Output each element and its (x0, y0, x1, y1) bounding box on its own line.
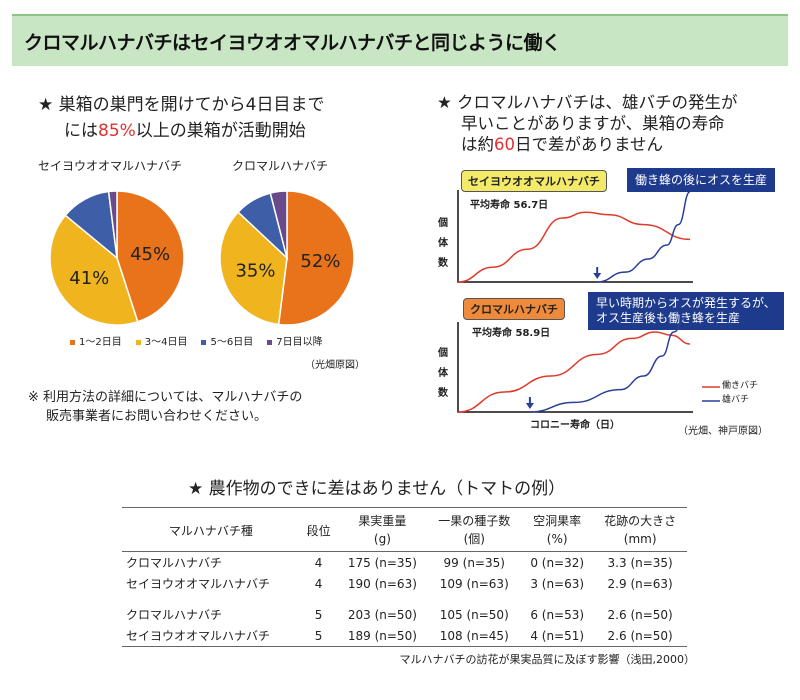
pie-label: 41% (69, 268, 109, 289)
table-cell: 3.3 (n=35) (607, 555, 673, 570)
male-line (597, 191, 691, 283)
chart2-lifespan: 平均寿命 58.9日 (472, 328, 551, 339)
pie-slice (269, 190, 288, 259)
page-title: クロマルハナバチはセイヨウオオマルハナバチと同じように働く (24, 32, 561, 54)
chart2-species-label: クロマルハナバチ (463, 298, 565, 320)
left-heading-line2: には85%以上の巣箱が活動開始 (38, 118, 324, 144)
legend-item: 3～4日目 (135, 333, 187, 348)
table-cell: 99 (n=35) (443, 555, 505, 570)
table-cell: 2.6 (n=50) (607, 607, 673, 622)
table-cell: セイヨウオオマルハナバチ (126, 629, 271, 643)
table-cell: 3 (n=63) (530, 576, 585, 591)
table-cell: クロマルハナバチ (126, 608, 223, 622)
usage-note: ※ 利用方法の詳細については、マルハナバチの 販売事業者にお問い合わせください。 (28, 388, 302, 426)
table-block: マルハナバチ種 段位 果実重量 (g) 一果の種子数 (個) 空洞果率 (%) 花跡の大きさ (m… (122, 507, 695, 667)
left-heading-line1: ★ 巣箱の巣門を開けてから4日目まで (38, 95, 325, 115)
chart1-callout: 働き蜂の後にオスを生産 (627, 168, 776, 192)
table-cell: 203 (n=50) (347, 607, 417, 622)
table-cell: 108 (n=45) (439, 628, 509, 643)
table-header: 花跡の大きさ (mm) (604, 514, 677, 546)
table-cell: 0 (n=32) (530, 555, 585, 570)
table-header: マルハナバチ種 (168, 524, 253, 538)
right-heading-line1: ★ クロマルハナバチは、雄バチの発生が (437, 93, 738, 112)
table-row: セイヨウオオマルハナバチ 5 189 (n=50) 108 (n=45) 4 (n=51… (122, 625, 687, 647)
table-cell: 2.6 (n=50) (607, 628, 673, 643)
worker-line (457, 211, 691, 283)
male-line (529, 316, 686, 413)
text: には (64, 121, 98, 141)
pie-slice (107, 190, 118, 259)
table-row: セイヨウオオマルハナバチ 4 190 (n=63) 109 (n=63) 3 (n=63… (122, 573, 687, 599)
pie-label: 52% (300, 251, 340, 272)
table-cell: クロマルハナバチ (126, 556, 223, 570)
note-line2: 販売事業者にお問い合わせください。 (46, 409, 268, 424)
left-heading: ★ 巣箱の巣門を開けてから4日目まで には85%以上の巣箱が活動開始 (38, 92, 324, 144)
table-row: クロマルハナバチ 4 175 (n=35) 99 (n=35) 0 (n=32) 3.3 … (122, 552, 687, 574)
text: は約 (461, 135, 494, 154)
line-legend-male: 雄バチ (722, 395, 750, 405)
left-source: （光畑原図） (305, 360, 365, 371)
table-row: クロマルハナバチ 5 203 (n=50) 105 (n=50) 6 (n=53) 2.6… (122, 599, 687, 625)
pie-slice (49, 214, 139, 326)
table-cell: 189 (n=50) (347, 628, 417, 643)
table-header: 段位 (306, 524, 331, 538)
line-charts (457, 190, 720, 413)
legend-item: 7日目以降 (267, 333, 323, 348)
header-banner: クロマルハナバチはセイヨウオオマルハナバチと同じように働く (12, 14, 788, 66)
table-cell: 190 (n=63) (347, 576, 417, 591)
axes (457, 190, 693, 283)
axes (457, 322, 693, 413)
pie1-title: セイヨウオオマルハナバチ (38, 159, 183, 173)
right-heading: ★ クロマルハナバチは、雄バチの発生が 早いことがありますが、巣箱の寿命 は約6… (437, 92, 738, 155)
text: 以上の巣箱が活動開始 (135, 121, 306, 141)
table-header: 空洞果率 (%) (533, 514, 582, 546)
table-cell: 109 (n=63) (439, 576, 509, 591)
right-heading-line3: は約60日で差がありません (437, 134, 738, 155)
pie-slice (277, 190, 355, 326)
table-cell: 5 (314, 628, 323, 643)
pie2-title: クロマルハナバチ (232, 159, 329, 173)
table-header: 果実重量 (g) (358, 514, 407, 546)
tomato-table: マルハナバチ種 段位 果実重量 (g) 一果の種子数 (個) 空洞果率 (%) 花跡の大きさ (m… (122, 507, 687, 647)
chart2-y-axis-label: 個体数 (438, 348, 448, 399)
table-title: ★ 農作物のできに差はありません（トマトの例） (188, 479, 566, 499)
table-cell: セイヨウオオマルハナバチ (126, 577, 271, 591)
table-caption: マルハナバチの訪花が果実品質に及ぼす影響（浅田,2000） (399, 653, 696, 666)
callout-line1: 早い時期からオスが発生するが、 (596, 296, 776, 310)
table-header: 一果の種子数 (個) (438, 514, 511, 546)
right-source: （光畑、神戸原図） (678, 426, 768, 437)
table-cell: 2.9 (n=63) (607, 576, 673, 591)
arrow-down-icon (525, 397, 534, 409)
table-cell: 6 (n=53) (530, 607, 585, 622)
table-cell: 105 (n=50) (439, 607, 509, 622)
chart2-callout: 早い時期からオスが発生するが、 オス生産後も働き蜂を生産 (588, 292, 784, 330)
table-cell: 4 (n=51) (530, 628, 585, 643)
highlight-60: 60 (494, 135, 515, 154)
line-legend-worker: 働きバチ (722, 381, 759, 391)
pie-slice (219, 211, 288, 326)
callout-line2: オス生産後も働き蜂を生産 (596, 311, 741, 325)
table-cell: 175 (n=35) (347, 555, 417, 570)
pie-legend: 1～2日目 3～4日目 5～6日目 7日目以降 (70, 333, 323, 348)
pie-label: 45% (130, 244, 170, 265)
worker-line (457, 331, 691, 413)
chart1-y-axis-label: 個体数 (438, 218, 448, 269)
chart1-lifespan: 平均寿命 56.7日 (470, 200, 549, 211)
pie-label: 35% (235, 260, 275, 281)
highlight-85: 85% (98, 121, 136, 141)
pie-slice (116, 190, 185, 323)
x-axis-label: コロニー寿命（日） (530, 420, 620, 431)
table-cell: 4 (314, 576, 323, 591)
pie-charts: 45% 41% 52% 35% (49, 190, 355, 326)
table-cell: 5 (314, 607, 323, 622)
text: 日で差がありません (515, 135, 664, 154)
arrow-down-icon (593, 267, 602, 279)
legend-item: 1～2日目 (70, 333, 122, 348)
note-line1: ※ 利用方法の詳細については、マルハナバチの (28, 390, 303, 405)
legend-item: 5～6日目 (201, 333, 253, 348)
chart1-species-label: セイヨウオオマルハナバチ (461, 170, 607, 192)
table-cell: 4 (314, 555, 323, 570)
right-heading-line2: 早いことがありますが、巣箱の寿命 (461, 114, 725, 133)
